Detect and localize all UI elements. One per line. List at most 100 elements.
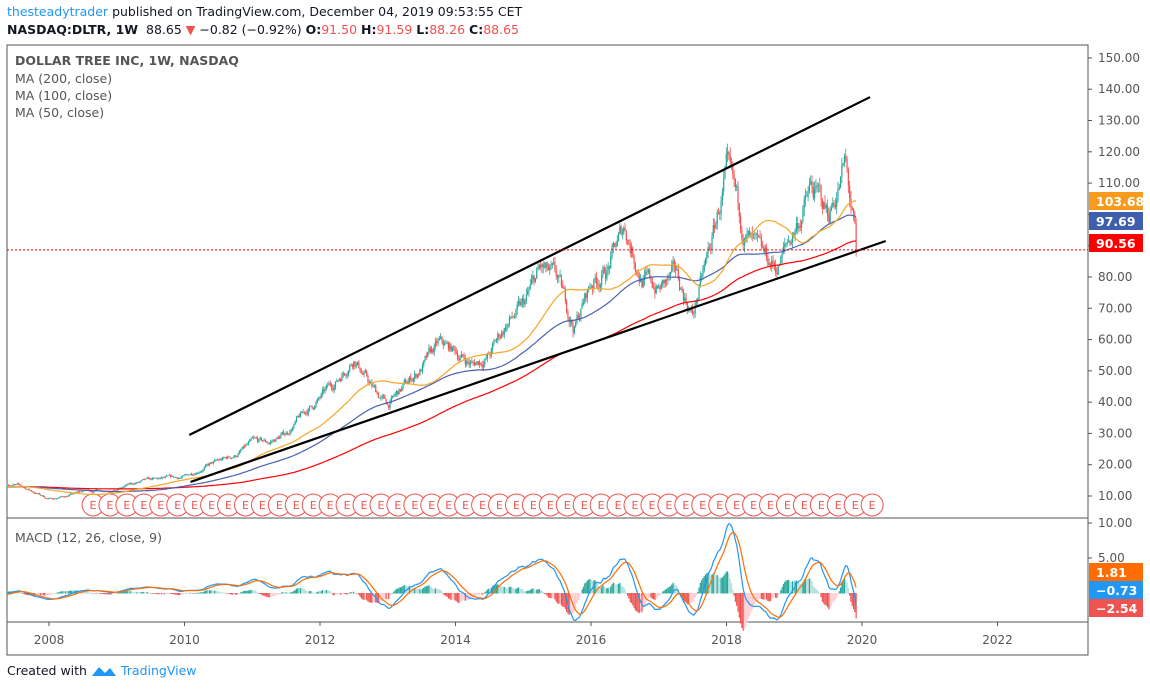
macd-histogram-bar xyxy=(262,593,264,596)
close-value: 88.65 xyxy=(483,22,519,37)
candle xyxy=(611,246,613,257)
macd-histogram-bar xyxy=(112,593,115,594)
macd-histogram-bar xyxy=(755,593,757,602)
macd-histogram-bar xyxy=(810,578,812,594)
macd-histogram-bar xyxy=(157,593,159,595)
macd-histogram-bar xyxy=(181,593,183,595)
candle xyxy=(146,477,148,479)
candle xyxy=(269,441,272,444)
candle xyxy=(7,484,9,486)
candle xyxy=(641,278,643,288)
candle xyxy=(773,262,775,266)
candle xyxy=(655,286,657,294)
tradingview-link[interactable]: TradingView xyxy=(120,663,197,678)
candle xyxy=(429,347,431,353)
macd-histogram-bar xyxy=(790,581,792,594)
earnings-marker-label: E xyxy=(564,499,571,512)
candle xyxy=(159,477,161,479)
macd-histogram-bar xyxy=(697,591,699,594)
candle xyxy=(330,384,333,388)
candle xyxy=(33,492,35,494)
macd-histogram-bar xyxy=(828,593,830,610)
macd-histogram-bar xyxy=(136,592,138,594)
earnings-marker-label: E xyxy=(123,499,130,512)
candle xyxy=(25,488,28,490)
candle xyxy=(768,263,770,266)
candle xyxy=(110,492,112,494)
candle xyxy=(28,488,30,490)
macd-histogram-bar xyxy=(660,593,662,595)
earnings-marker-label: E xyxy=(327,499,334,512)
candle xyxy=(150,478,152,480)
macd-histogram-bar xyxy=(284,592,286,594)
candle xyxy=(778,265,781,267)
macd-tag-label: −0.73 xyxy=(1096,583,1137,598)
candle xyxy=(593,279,595,290)
macd-histogram-bar xyxy=(702,578,704,594)
candle xyxy=(686,302,688,311)
macd-histogram-bar xyxy=(107,593,109,595)
macd-histogram-bar xyxy=(724,573,726,594)
legend-macd[interactable]: MACD (12, 26, close, 9) xyxy=(15,530,162,545)
macd-histogram-bar xyxy=(698,587,700,594)
earnings-marker-label: E xyxy=(547,499,554,512)
candle xyxy=(775,265,777,273)
author-link[interactable]: thesteadytrader xyxy=(7,4,109,19)
earnings-marker-label: E xyxy=(835,499,842,512)
candle xyxy=(643,274,646,280)
macd-histogram-bar xyxy=(245,590,247,594)
macd-histogram-bar xyxy=(408,585,411,594)
earnings-marker-label: E xyxy=(293,499,300,512)
macd-histogram-bar xyxy=(554,593,556,600)
macd-histogram-bar xyxy=(358,593,360,595)
candle xyxy=(90,491,92,493)
macd-histogram-bar xyxy=(446,593,448,597)
legend-ma100[interactable]: MA (100, close) xyxy=(15,88,113,103)
candle xyxy=(534,278,537,283)
candle xyxy=(234,455,237,457)
earnings-marker-label: E xyxy=(428,499,435,512)
macd-histogram-bar xyxy=(765,593,768,600)
candle xyxy=(803,199,805,209)
macd-histogram-bar xyxy=(363,593,365,600)
candle xyxy=(237,454,239,457)
candle xyxy=(540,265,542,268)
macd-histogram-bar xyxy=(558,593,560,604)
candle xyxy=(691,308,694,314)
macd-histogram-bar xyxy=(506,587,508,594)
candle xyxy=(107,491,109,493)
candle xyxy=(259,437,261,440)
legend-ma50[interactable]: MA (50, close) xyxy=(15,105,105,120)
macd-histogram-bar xyxy=(364,593,366,600)
candle xyxy=(495,339,498,342)
candle xyxy=(724,166,726,179)
candle xyxy=(556,275,559,278)
macd-histogram-bar xyxy=(477,593,479,596)
macd-histogram-bar xyxy=(750,593,752,613)
macd-histogram-bar xyxy=(55,592,57,594)
macd-histogram-bar xyxy=(233,593,235,595)
macd-histogram-bar xyxy=(730,583,733,594)
candle xyxy=(298,415,300,418)
candle xyxy=(458,358,460,361)
macd-histogram-bar xyxy=(521,589,524,594)
candle xyxy=(510,316,512,318)
candle xyxy=(501,332,503,338)
candle xyxy=(295,417,298,422)
candle xyxy=(193,474,195,476)
legend-ma200[interactable]: MA (200, close) xyxy=(15,71,113,86)
macd-histogram-bar xyxy=(551,593,553,599)
macd-histogram-bar xyxy=(127,591,129,594)
macd-histogram-bar xyxy=(254,590,256,594)
earnings-marker-label: E xyxy=(750,499,757,512)
candle xyxy=(846,158,848,170)
macd-histogram-bar xyxy=(359,593,361,597)
macd-histogram-bar xyxy=(98,593,100,594)
candle xyxy=(423,360,425,366)
candle xyxy=(212,461,215,464)
macd-histogram-bar xyxy=(93,593,95,594)
macd-histogram-bar xyxy=(436,588,438,594)
candle xyxy=(567,311,569,317)
macd-histogram-bar xyxy=(569,593,572,615)
